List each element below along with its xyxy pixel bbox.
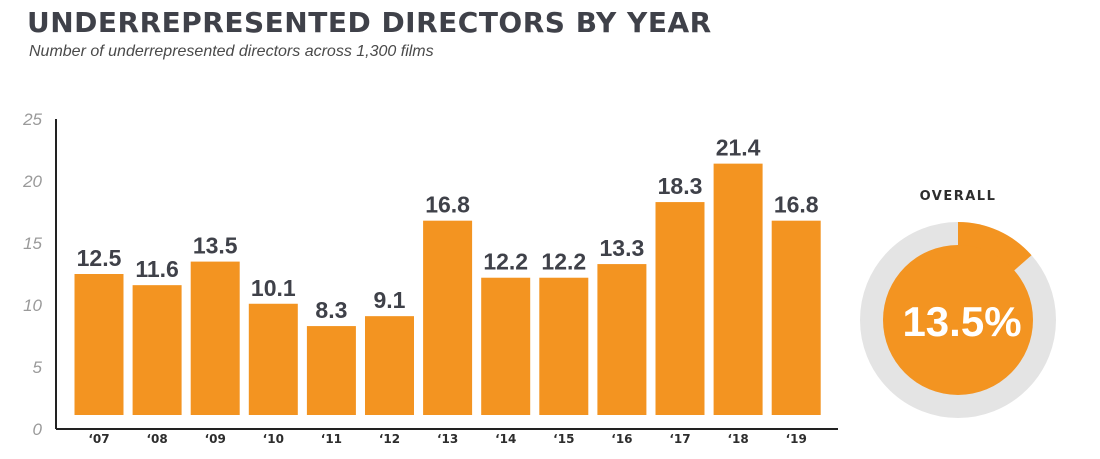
data-label: 8.3 bbox=[315, 297, 347, 323]
y-tick-label: 10 bbox=[23, 296, 42, 315]
bar bbox=[248, 303, 298, 415]
x-tick-label: ‘19 bbox=[786, 432, 807, 446]
data-label: 12.2 bbox=[483, 249, 528, 275]
chart-title: UNDERREPRESENTED DIRECTORS BY YEAR bbox=[27, 6, 712, 39]
bar bbox=[539, 277, 589, 415]
y-tick-label: 0 bbox=[33, 420, 43, 439]
bar bbox=[190, 261, 240, 415]
y-tick-label: 5 bbox=[33, 358, 43, 377]
data-label: 13.5 bbox=[193, 233, 238, 259]
data-label: 12.5 bbox=[77, 245, 122, 271]
bar bbox=[365, 316, 414, 415]
data-labels: 12.5 11.6 13.5 10.1 8.3 9.1 16.8 12.2 12.2 13.3 18… bbox=[77, 135, 819, 323]
x-tick-labels: ‘07 ‘08 ‘09 ‘10 ‘11 ‘12 ‘13 ‘14 ‘15 ‘16 ‘17 ‘18 ‘19 bbox=[88, 432, 806, 446]
chart-subtitle: Number of underrepresented directors acr… bbox=[29, 43, 434, 60]
data-label: 9.1 bbox=[374, 287, 406, 313]
x-tick-label: ‘09 bbox=[205, 432, 226, 446]
data-label: 18.3 bbox=[658, 173, 703, 199]
data-label: 12.2 bbox=[541, 249, 586, 275]
x-tick-label: ‘12 bbox=[379, 432, 400, 446]
bar bbox=[771, 220, 821, 415]
data-label: 16.8 bbox=[774, 192, 819, 218]
overall-value: 13.5% bbox=[902, 298, 1021, 345]
bar bbox=[132, 285, 182, 415]
data-label: 11.6 bbox=[135, 256, 179, 282]
bar bbox=[423, 220, 473, 415]
y-tick-label: 20 bbox=[22, 172, 42, 191]
x-tick-label: ‘15 bbox=[553, 432, 574, 446]
data-label: 16.8 bbox=[425, 192, 470, 218]
x-tick-label: ‘10 bbox=[263, 432, 284, 446]
overall-donut bbox=[860, 222, 1056, 418]
bars bbox=[74, 163, 821, 415]
bar bbox=[713, 163, 763, 415]
y-tick-label: 25 bbox=[22, 110, 42, 129]
x-tick-label: ‘13 bbox=[437, 432, 458, 446]
bar bbox=[597, 264, 647, 415]
x-tick-label: ‘16 bbox=[611, 432, 632, 446]
bar bbox=[74, 274, 124, 415]
x-tick-label: ‘07 bbox=[88, 432, 109, 446]
data-label: 21.4 bbox=[716, 135, 761, 161]
y-tick-labels: 0 5 10 15 20 25 bbox=[22, 110, 42, 439]
overall-label: OVERALL bbox=[920, 189, 997, 204]
data-label: 10.1 bbox=[251, 275, 296, 301]
x-tick-label: ‘17 bbox=[669, 432, 690, 446]
bar bbox=[655, 202, 705, 415]
bar bbox=[481, 277, 531, 415]
x-tick-label: ‘18 bbox=[727, 432, 748, 446]
donut-center bbox=[883, 245, 1033, 395]
data-label: 13.3 bbox=[600, 235, 645, 261]
bar bbox=[306, 326, 356, 415]
y-tick-label: 15 bbox=[23, 234, 42, 253]
x-tick-label: ‘11 bbox=[321, 432, 342, 446]
x-tick-label: ‘14 bbox=[495, 432, 516, 446]
x-tick-label: ‘08 bbox=[146, 432, 167, 446]
